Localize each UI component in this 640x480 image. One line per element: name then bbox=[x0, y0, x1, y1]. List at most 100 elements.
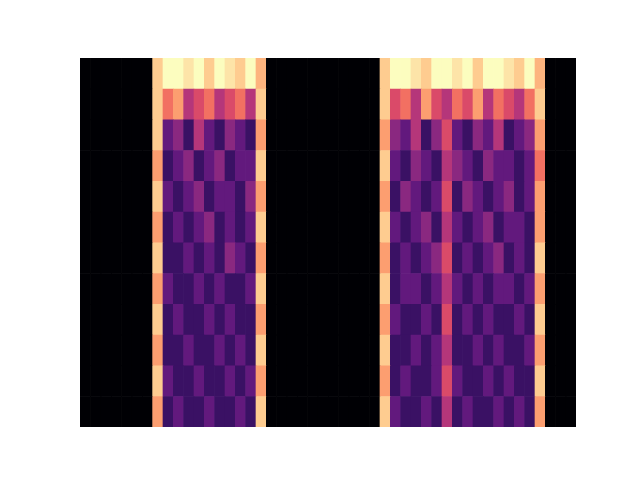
heatmap-cell bbox=[194, 396, 205, 427]
heatmap-cell bbox=[328, 89, 339, 120]
heatmap-cell bbox=[338, 212, 349, 243]
heatmap-cell bbox=[307, 335, 318, 366]
heatmap-cell bbox=[111, 212, 122, 243]
heatmap-cell bbox=[121, 89, 132, 120]
heatmap-cell bbox=[514, 120, 525, 151]
heatmap-cell bbox=[452, 181, 463, 212]
heatmap-cell bbox=[421, 120, 432, 151]
heatmap-cell bbox=[307, 212, 318, 243]
heatmap-cell bbox=[266, 396, 277, 427]
heatmap-cell bbox=[80, 89, 91, 120]
heatmap-cell bbox=[411, 212, 422, 243]
heatmap-cell bbox=[101, 304, 112, 335]
heatmap-cell bbox=[297, 89, 308, 120]
heatmap-cell bbox=[380, 120, 391, 151]
heatmap-cell bbox=[121, 396, 132, 427]
heatmap-cell bbox=[431, 58, 442, 89]
heatmap-cell bbox=[287, 89, 298, 120]
heatmap-cell bbox=[276, 273, 287, 304]
heatmap-cell bbox=[349, 243, 360, 274]
heatmap-cell bbox=[514, 304, 525, 335]
heatmap-cell bbox=[349, 89, 360, 120]
heatmap-cell bbox=[380, 396, 391, 427]
heatmap-cell bbox=[163, 89, 174, 120]
heatmap-cell bbox=[566, 212, 576, 243]
heatmap-cell bbox=[566, 335, 576, 366]
heatmap-cell bbox=[80, 212, 91, 243]
heatmap-cell bbox=[493, 335, 504, 366]
heatmap-cell bbox=[380, 150, 391, 181]
heatmap-cell bbox=[473, 150, 484, 181]
heatmap-cell bbox=[80, 396, 91, 427]
heatmap-cell bbox=[121, 243, 132, 274]
heatmap-cell bbox=[245, 366, 256, 397]
heatmap-cell bbox=[421, 243, 432, 274]
heatmap-cell bbox=[80, 120, 91, 151]
heatmap-cell bbox=[338, 366, 349, 397]
heatmap-cell bbox=[545, 120, 556, 151]
heatmap-cell bbox=[276, 120, 287, 151]
heatmap-cell bbox=[121, 150, 132, 181]
heatmap-cell bbox=[194, 150, 205, 181]
heatmap-cell bbox=[307, 150, 318, 181]
heatmap-cell bbox=[204, 273, 215, 304]
heatmap-cell bbox=[514, 150, 525, 181]
heatmap-cell bbox=[452, 273, 463, 304]
heatmap-cell bbox=[493, 150, 504, 181]
heatmap-cell bbox=[369, 304, 380, 335]
heatmap-cell bbox=[297, 212, 308, 243]
heatmap-cell bbox=[359, 366, 370, 397]
heatmap-cell bbox=[483, 396, 494, 427]
heatmap-cell bbox=[421, 150, 432, 181]
heatmap-cell bbox=[524, 181, 535, 212]
heatmap-cell bbox=[359, 150, 370, 181]
heatmap-cell bbox=[524, 273, 535, 304]
heatmap-cell bbox=[493, 58, 504, 89]
heatmap-cell bbox=[380, 243, 391, 274]
heatmap-cell bbox=[338, 150, 349, 181]
heatmap-cell bbox=[90, 212, 101, 243]
heatmap-cell bbox=[545, 273, 556, 304]
heatmap-cell bbox=[338, 335, 349, 366]
heatmap-cell bbox=[101, 120, 112, 151]
heatmap-cell bbox=[101, 273, 112, 304]
heatmap-cell bbox=[132, 120, 143, 151]
heatmap-cell bbox=[318, 304, 329, 335]
heatmap-cell bbox=[493, 304, 504, 335]
heatmap-cell bbox=[359, 304, 370, 335]
heatmap-cell bbox=[142, 58, 153, 89]
heatmap-cell bbox=[369, 181, 380, 212]
heatmap-cell bbox=[545, 150, 556, 181]
heatmap-cell bbox=[369, 150, 380, 181]
heatmap-cell bbox=[183, 120, 194, 151]
heatmap-cell bbox=[214, 212, 225, 243]
heatmap-cell bbox=[111, 89, 122, 120]
heatmap-cell bbox=[462, 58, 473, 89]
heatmap-cell bbox=[142, 243, 153, 274]
heatmap-cell bbox=[101, 150, 112, 181]
heatmap-cell bbox=[566, 366, 576, 397]
heatmap-cell bbox=[90, 273, 101, 304]
heatmap-cell bbox=[452, 212, 463, 243]
heatmap-cell bbox=[318, 212, 329, 243]
heatmap-cell bbox=[421, 89, 432, 120]
heatmap-cell bbox=[297, 366, 308, 397]
heatmap-cell bbox=[163, 243, 174, 274]
heatmap-cell bbox=[504, 396, 515, 427]
heatmap-cell bbox=[225, 304, 236, 335]
heatmap-cell bbox=[307, 120, 318, 151]
heatmap-cell bbox=[90, 181, 101, 212]
heatmap-cell bbox=[338, 304, 349, 335]
heatmap-cell bbox=[101, 212, 112, 243]
heatmap-cell bbox=[214, 304, 225, 335]
heatmap-cell bbox=[462, 304, 473, 335]
heatmap-cell bbox=[369, 212, 380, 243]
heatmap-cell bbox=[80, 181, 91, 212]
heatmap-cell bbox=[287, 366, 298, 397]
heatmap-cell bbox=[266, 212, 277, 243]
heatmap-cell bbox=[349, 335, 360, 366]
heatmap-cell bbox=[390, 181, 401, 212]
heatmap-cell bbox=[524, 366, 535, 397]
heatmap-cell bbox=[566, 396, 576, 427]
heatmap-cell bbox=[287, 212, 298, 243]
